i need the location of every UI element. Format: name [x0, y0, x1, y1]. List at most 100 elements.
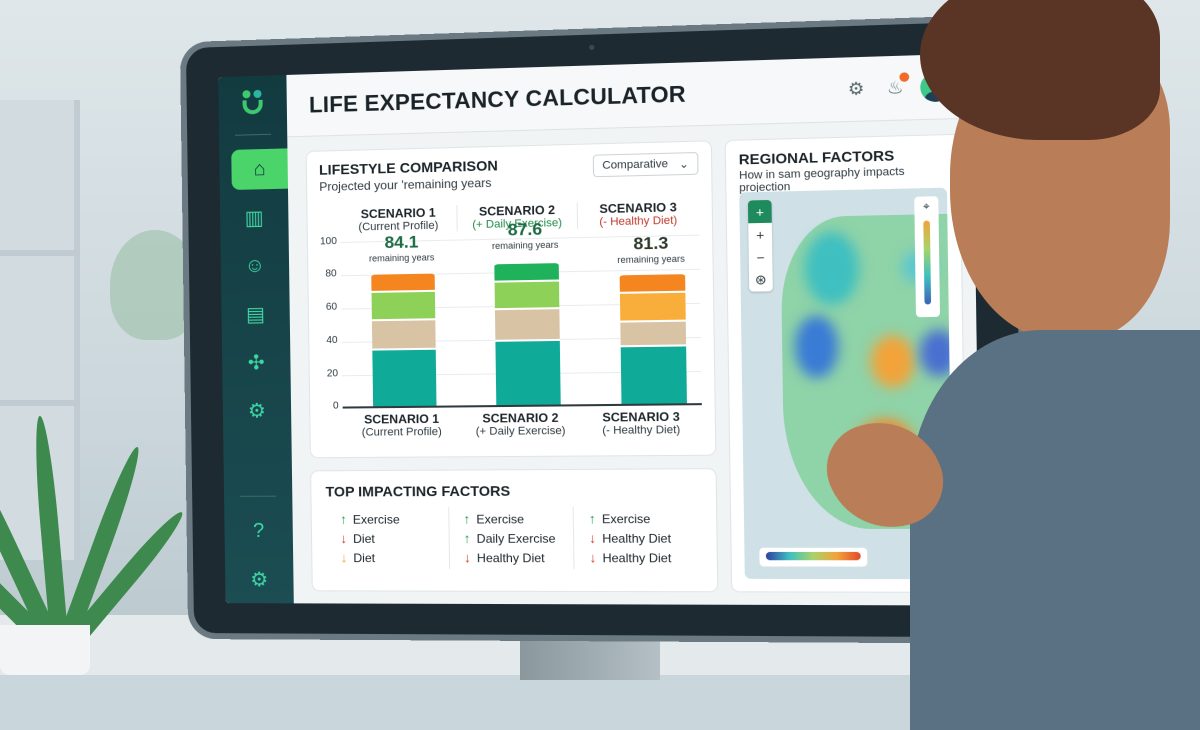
webcam	[589, 44, 595, 51]
factor-item: ↓ Healthy Diet	[464, 550, 574, 565]
dna-icon: ✣	[247, 351, 265, 374]
y-tick: 40	[326, 334, 338, 347]
bar-chart-icon: ▥	[244, 206, 264, 230]
home-icon: ⌂	[253, 157, 266, 180]
factor-item: ↑ Exercise	[463, 511, 573, 527]
factor-label: Diet	[353, 550, 376, 565]
bar-segment	[619, 290, 686, 321]
value-label: remaining years	[617, 253, 685, 266]
sidebar-item-factors[interactable]: ✣	[228, 342, 285, 383]
map-add-button[interactable]: +	[747, 199, 772, 224]
top-impacting-factors-card: TOP IMPACTING FACTORS ↑ Exercise ↓ Diet ↓ Die…	[310, 468, 719, 593]
layers-icon[interactable]: ⊛	[754, 271, 767, 288]
value-label: remaining years	[491, 239, 559, 252]
factor-label: Healthy Diet	[476, 550, 545, 565]
factor-label: Daily Exercise	[476, 530, 556, 546]
arrow-up-icon: ↑	[463, 511, 471, 527]
scenario-header: SCENARIO 3 (- Healthy Diet)	[577, 200, 699, 229]
factor-item: ↓ Healthy Diet	[588, 530, 702, 546]
factor-item: ↓ Diet	[341, 550, 449, 565]
sidebar-divider	[235, 133, 272, 136]
bar-segment	[494, 260, 559, 281]
value-number: 87.6	[507, 219, 543, 240]
calculator-icon: ▤	[245, 303, 266, 326]
sidebar-item-settings-bottom[interactable]: ⚙	[231, 559, 288, 599]
bar-segment	[620, 319, 687, 346]
sidebar-item-profile[interactable]: ☺	[227, 245, 284, 286]
factor-label: Exercise	[476, 511, 525, 526]
sidebar-item-calculator[interactable]: ▤	[227, 293, 284, 334]
arrow-up-icon: ↑	[463, 530, 471, 546]
sidebar-divider	[240, 495, 277, 497]
factor-item: ↓ Healthy Diet	[589, 550, 702, 566]
factor-label: Healthy Diet	[602, 550, 672, 565]
factor-columns: ↑ Exercise ↓ Diet ↓ Diet ↑ Exercise ↑ Daily Exerc…	[325, 506, 702, 570]
gear-icon: ⚙	[847, 78, 865, 99]
stacked-bar-chart: 100 80 60 40 20 0 84.1 remaining years	[320, 219, 704, 412]
bar-segment	[620, 344, 687, 404]
value-label: remaining years	[368, 252, 435, 264]
x-axis-labels: SCENARIO 1 (Current Profile) SCENARIO 2 (+…	[343, 409, 703, 439]
y-tick: 100	[319, 235, 338, 248]
scenario-1-value: 84.1 remaining years	[350, 232, 453, 264]
bar-segment	[371, 317, 436, 349]
potted-plant	[0, 415, 189, 675]
factor-item: ↑ Exercise	[589, 511, 702, 526]
bar-scenario-3[interactable]	[619, 271, 687, 404]
y-tick: 20	[326, 368, 339, 380]
arrow-down-icon: ↓	[463, 549, 471, 566]
map-color-legend	[759, 547, 868, 567]
bar-segment	[494, 279, 560, 309]
chevron-down-icon: ⌄	[678, 157, 689, 171]
value-number: 84.1	[384, 232, 419, 253]
settings-button[interactable]: ⚙	[842, 75, 871, 103]
zoom-in-button[interactable]: +	[756, 226, 765, 243]
map-zoom-controls: + + − ⊛	[747, 199, 773, 292]
sidebar-item-analytics[interactable]: ▥	[226, 197, 283, 238]
y-tick: 60	[325, 301, 338, 313]
bar-scenario-2[interactable]	[494, 260, 561, 406]
scenario-header: SCENARIO 1 (Current Profile)	[339, 204, 459, 234]
sidebar-item-help[interactable]: ?	[230, 511, 287, 551]
background-plant	[110, 230, 200, 340]
factor-label: Exercise	[352, 511, 400, 527]
bookshelf	[0, 100, 80, 560]
y-tick: 0	[332, 400, 339, 412]
monitor: ⌂ ▥ ☺ ▤ ✣ ⚙ ? ⚙ LIFE EXPECTANCY CALCULAT…	[185, 20, 1023, 638]
factor-column: ↑ Exercise ↓ Healthy Diet ↓ Healthy Diet	[574, 506, 702, 569]
sidebar-item-home[interactable]: ⌂	[231, 148, 288, 190]
scenario-3-value: 81.3 remaining years	[598, 232, 704, 265]
factor-column: ↑ Exercise ↓ Diet ↓ Diet	[325, 507, 450, 570]
bar-segment	[495, 339, 561, 406]
factor-item: ↑ Exercise	[340, 511, 448, 527]
user-icon: ☺	[244, 254, 266, 277]
bar-segment	[371, 289, 436, 319]
gear-icon: ⚙	[250, 568, 269, 591]
page-title: LIFE EXPECTANCY CALCULATOR	[308, 80, 687, 118]
arrow-up-icon: ↑	[340, 511, 347, 527]
arrow-down-icon: ↓	[589, 549, 597, 566]
dashboard: LIFESTYLE COMPARISON Projected your 'rem…	[287, 119, 980, 606]
sidebar: ⌂ ▥ ☺ ▤ ✣ ⚙ ? ⚙	[218, 74, 294, 604]
factor-label: Diet	[352, 531, 375, 546]
bar-scenario-1[interactable]	[371, 271, 437, 407]
select-value: Comparative	[602, 157, 669, 172]
arrow-down-icon: ↓	[588, 530, 597, 546]
x-label: SCENARIO 1 (Current Profile)	[361, 411, 442, 439]
person-viewer	[900, 0, 1200, 730]
y-tick: 80	[325, 268, 337, 280]
zoom-out-button[interactable]: −	[756, 249, 765, 266]
lifestyle-comparison-card: LIFESTYLE COMPARISON Projected your 'rem…	[305, 140, 717, 459]
app-logo	[237, 88, 267, 119]
x-label: SCENARIO 2 (+ Daily Exercise)	[475, 410, 566, 438]
value-number: 81.3	[633, 233, 669, 254]
factor-item: ↓ Diet	[340, 531, 448, 546]
bar-segment	[494, 307, 560, 341]
factor-column: ↑ Exercise ↑ Daily Exercise ↓ Healthy Diet	[448, 506, 575, 570]
sidebar-item-settings[interactable]: ⚙	[229, 390, 286, 431]
view-select[interactable]: Comparative ⌄	[592, 151, 699, 178]
gear-icon: ⚙	[247, 399, 267, 423]
arrow-down-icon: ↓	[340, 549, 348, 566]
help-icon: ?	[252, 519, 265, 542]
scenario-note: (- Healthy Diet)	[599, 214, 678, 229]
